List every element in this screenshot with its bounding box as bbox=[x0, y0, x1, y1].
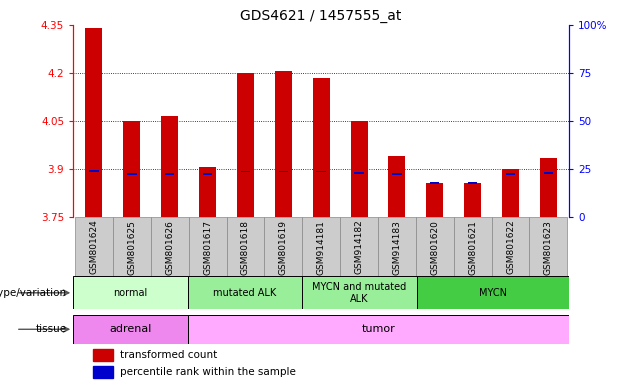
Text: percentile rank within the sample: percentile rank within the sample bbox=[120, 367, 296, 377]
Text: mutated ALK: mutated ALK bbox=[213, 288, 277, 298]
Bar bbox=[506, 173, 515, 175]
Bar bbox=[85, 28, 102, 217]
Title: GDS4621 / 1457555_at: GDS4621 / 1457555_at bbox=[240, 8, 402, 23]
Bar bbox=[389, 156, 405, 217]
Bar bbox=[354, 172, 364, 174]
Text: normal: normal bbox=[113, 288, 148, 298]
Text: GSM914181: GSM914181 bbox=[317, 220, 326, 275]
Bar bbox=[237, 73, 254, 217]
Text: GSM801625: GSM801625 bbox=[127, 220, 136, 275]
Bar bbox=[279, 170, 288, 172]
FancyBboxPatch shape bbox=[302, 217, 340, 286]
Bar bbox=[540, 158, 557, 217]
Bar bbox=[165, 173, 174, 175]
Bar bbox=[241, 170, 250, 172]
Bar bbox=[464, 184, 481, 217]
Bar bbox=[89, 170, 99, 172]
Text: GSM801617: GSM801617 bbox=[203, 220, 212, 275]
FancyBboxPatch shape bbox=[188, 276, 302, 309]
FancyBboxPatch shape bbox=[226, 217, 265, 286]
Text: tissue: tissue bbox=[36, 324, 67, 334]
FancyBboxPatch shape bbox=[416, 217, 453, 286]
Bar bbox=[392, 173, 401, 175]
Text: tumor: tumor bbox=[361, 324, 396, 334]
Text: GSM801618: GSM801618 bbox=[241, 220, 250, 275]
Bar bbox=[430, 182, 439, 184]
Bar bbox=[93, 349, 113, 361]
Bar bbox=[161, 116, 178, 217]
FancyBboxPatch shape bbox=[73, 315, 188, 344]
Bar bbox=[544, 172, 553, 174]
Text: GSM914183: GSM914183 bbox=[392, 220, 401, 275]
FancyBboxPatch shape bbox=[302, 276, 417, 309]
Bar bbox=[317, 170, 326, 172]
FancyBboxPatch shape bbox=[417, 276, 569, 309]
FancyBboxPatch shape bbox=[188, 315, 569, 344]
Bar bbox=[123, 121, 141, 217]
Bar bbox=[203, 173, 212, 175]
FancyBboxPatch shape bbox=[73, 276, 188, 309]
Text: transformed count: transformed count bbox=[120, 350, 218, 360]
FancyBboxPatch shape bbox=[265, 217, 302, 286]
Bar bbox=[93, 366, 113, 379]
FancyBboxPatch shape bbox=[113, 217, 151, 286]
Text: GSM801619: GSM801619 bbox=[279, 220, 288, 275]
Text: GSM801623: GSM801623 bbox=[544, 220, 553, 275]
FancyBboxPatch shape bbox=[151, 217, 189, 286]
Text: GSM801621: GSM801621 bbox=[468, 220, 477, 275]
Bar bbox=[127, 173, 137, 175]
FancyBboxPatch shape bbox=[453, 217, 492, 286]
Text: GSM801624: GSM801624 bbox=[90, 220, 99, 275]
Bar bbox=[350, 121, 368, 217]
Bar bbox=[275, 71, 292, 217]
Bar bbox=[313, 78, 329, 217]
Text: MYCN and mutated
ALK: MYCN and mutated ALK bbox=[312, 282, 406, 304]
Text: GSM801620: GSM801620 bbox=[431, 220, 439, 275]
FancyBboxPatch shape bbox=[378, 217, 416, 286]
Bar bbox=[468, 182, 478, 184]
FancyBboxPatch shape bbox=[189, 217, 226, 286]
Bar bbox=[426, 184, 443, 217]
FancyBboxPatch shape bbox=[75, 217, 113, 286]
FancyBboxPatch shape bbox=[529, 217, 567, 286]
FancyBboxPatch shape bbox=[492, 217, 529, 286]
Text: MYCN: MYCN bbox=[479, 288, 507, 298]
Text: genotype/variation: genotype/variation bbox=[0, 288, 67, 298]
FancyBboxPatch shape bbox=[340, 217, 378, 286]
Text: GSM914182: GSM914182 bbox=[354, 220, 364, 275]
Text: GSM801626: GSM801626 bbox=[165, 220, 174, 275]
Bar bbox=[199, 167, 216, 217]
Bar bbox=[502, 169, 519, 217]
Text: adrenal: adrenal bbox=[109, 324, 151, 334]
Text: GSM801622: GSM801622 bbox=[506, 220, 515, 275]
